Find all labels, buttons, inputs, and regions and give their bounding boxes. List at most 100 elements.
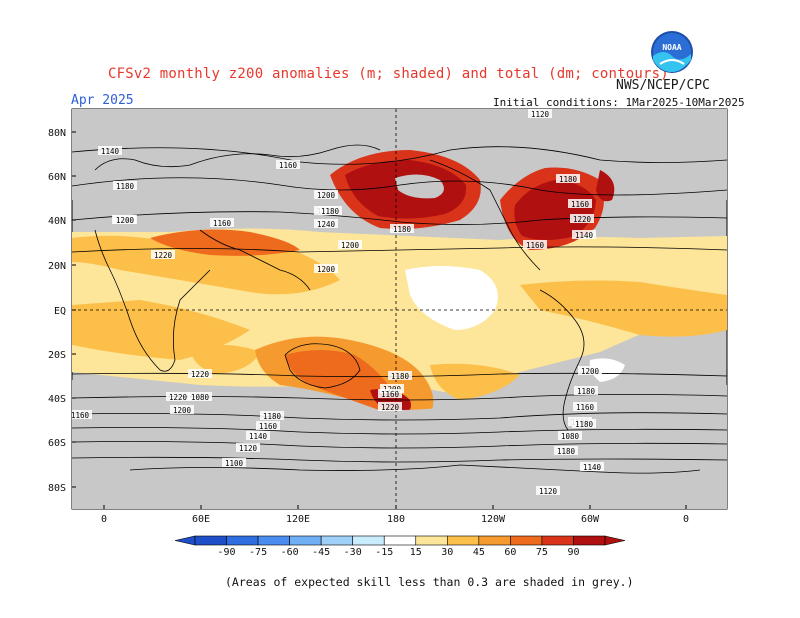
contour-label-bg bbox=[112, 215, 136, 224]
contour-label-bg bbox=[256, 421, 280, 430]
contour-label-bg bbox=[573, 402, 597, 411]
contour-label: 1200 bbox=[581, 367, 600, 376]
longitude-labels: 0 60E 120E 180 120W 60W 0 bbox=[101, 505, 689, 525]
contour-label: 1220 bbox=[317, 207, 336, 216]
lon-label: 0 bbox=[683, 514, 689, 525]
colorbar-swatch bbox=[194, 535, 227, 546]
map-title: CFSv2 monthly z200 anomalies (m; shaded)… bbox=[108, 66, 669, 82]
colorbar-tick-label: -15 bbox=[375, 547, 393, 558]
anomaly-field-north-pacific bbox=[330, 150, 481, 229]
contour-label-bg bbox=[314, 264, 338, 273]
contour-label-bg bbox=[578, 366, 602, 375]
lon-label: 180 bbox=[387, 514, 405, 525]
contour-label: 1200 bbox=[116, 216, 135, 225]
contour-label: 1180 bbox=[577, 387, 596, 396]
agency-label: NWS/NCEP/CPC bbox=[616, 78, 710, 93]
contour-label: 1160 bbox=[279, 161, 298, 170]
contour-label-bg bbox=[523, 240, 547, 249]
contour-label-bg bbox=[151, 250, 175, 259]
contour-label-bg bbox=[246, 431, 270, 440]
lon-label: 60E bbox=[192, 514, 210, 525]
contour-label-bg bbox=[388, 371, 412, 380]
contour-label: 1160 bbox=[259, 422, 278, 431]
contour-label: 1080 bbox=[561, 432, 580, 441]
contour-label: 1100 bbox=[571, 418, 590, 427]
contour-label-bg bbox=[188, 369, 212, 378]
contour-label-bg bbox=[260, 411, 284, 420]
contour-label-bg bbox=[236, 443, 260, 452]
contour-label: 1200 bbox=[317, 265, 336, 274]
contour-label-bg bbox=[113, 181, 137, 190]
contour-label: 1220 bbox=[573, 215, 592, 224]
contour-label-bg bbox=[222, 458, 246, 467]
contour-label: 1180 bbox=[391, 372, 410, 381]
anomaly-field-15-30 bbox=[72, 228, 727, 395]
contour-label: 1180 bbox=[575, 420, 594, 429]
contour-label: 1120 bbox=[539, 487, 558, 496]
colorbar-left-arrow bbox=[174, 535, 196, 546]
contour-label-bg bbox=[378, 389, 402, 398]
contour-label: 1220 bbox=[169, 393, 188, 402]
contour-label-bg bbox=[314, 206, 338, 215]
contour-label-bg bbox=[572, 230, 596, 239]
contour-label: 1220 bbox=[154, 251, 173, 260]
contour-label-bg bbox=[568, 417, 592, 426]
contour-label-bg bbox=[170, 405, 194, 414]
lat-label: 80N bbox=[48, 128, 66, 139]
contour-label: 1160 bbox=[381, 390, 400, 399]
lon-label: 60W bbox=[581, 514, 600, 525]
contours bbox=[72, 146, 727, 463]
colorbar-tick-label: 60 bbox=[504, 547, 516, 558]
contour-label: 1200 bbox=[341, 241, 360, 250]
colorbar-tick-label: -45 bbox=[312, 547, 330, 558]
contour-label-bg bbox=[574, 386, 598, 395]
colorbar-swatch bbox=[320, 535, 353, 546]
contour-label: 1100 bbox=[225, 459, 244, 468]
lon-label: 0 bbox=[101, 514, 107, 525]
contour-label-bg bbox=[568, 199, 592, 208]
colorbar-tick-label: 15 bbox=[410, 547, 422, 558]
svg-text:NOAA: NOAA bbox=[662, 43, 681, 52]
latitude-labels: 80N 60N 40N 20N EQ 20S 40S 60S 80S bbox=[48, 128, 76, 494]
contour-label: 1240 bbox=[317, 220, 336, 229]
lat-label: EQ bbox=[54, 306, 66, 317]
contour-label: 1220 bbox=[381, 403, 400, 412]
contour-label: 1160 bbox=[526, 241, 545, 250]
contour-label: 1180 bbox=[393, 225, 412, 234]
map-frame bbox=[71, 108, 728, 510]
contour-label: 1200 bbox=[173, 406, 192, 415]
coastlines bbox=[94, 144, 701, 474]
lon-label: 120E bbox=[286, 514, 310, 525]
colorbar-swatch bbox=[573, 535, 606, 546]
contour-label-bg bbox=[314, 190, 338, 199]
colorbar-tick-label: -30 bbox=[344, 547, 362, 558]
contour-label: 1180 bbox=[116, 182, 135, 191]
contour-label-bg bbox=[166, 392, 190, 401]
contour-label: 1120 bbox=[531, 110, 550, 119]
colorbar-right-arrow bbox=[604, 535, 626, 546]
colorbar: -90 -75 -60 -45 -30 -15 15 30 45 60 75 90 bbox=[174, 535, 626, 558]
contour-label-bg bbox=[210, 218, 234, 227]
noaa-logo-icon: NOAA bbox=[651, 31, 693, 73]
contour-label-bg bbox=[580, 462, 604, 471]
colorbar-swatch bbox=[257, 535, 290, 546]
colorbar-swatch bbox=[289, 535, 322, 546]
contour-label: 1160 bbox=[71, 411, 90, 420]
footnote: (Areas of expected skill less than 0.3 a… bbox=[225, 575, 634, 589]
contour-label-bg bbox=[188, 392, 212, 401]
colorbar-tick-label: 30 bbox=[441, 547, 453, 558]
contour-label-bg bbox=[556, 174, 580, 183]
contour-label-bg bbox=[570, 214, 594, 223]
colorbar-tick-label: -75 bbox=[249, 547, 267, 558]
contour-label: 1140 bbox=[575, 231, 594, 240]
contour-label: 1160 bbox=[213, 219, 232, 228]
colorbar-swatch bbox=[226, 535, 259, 546]
contour-label: 1160 bbox=[576, 403, 595, 412]
colorbar-swatch bbox=[541, 535, 574, 546]
colorbar-swatch bbox=[478, 535, 511, 546]
lat-label: 60N bbox=[48, 172, 66, 183]
contour-label-bg bbox=[528, 109, 552, 118]
contour-label-bg bbox=[98, 146, 122, 155]
contour-label-bg bbox=[318, 206, 342, 215]
colorbar-swatch bbox=[510, 535, 543, 546]
